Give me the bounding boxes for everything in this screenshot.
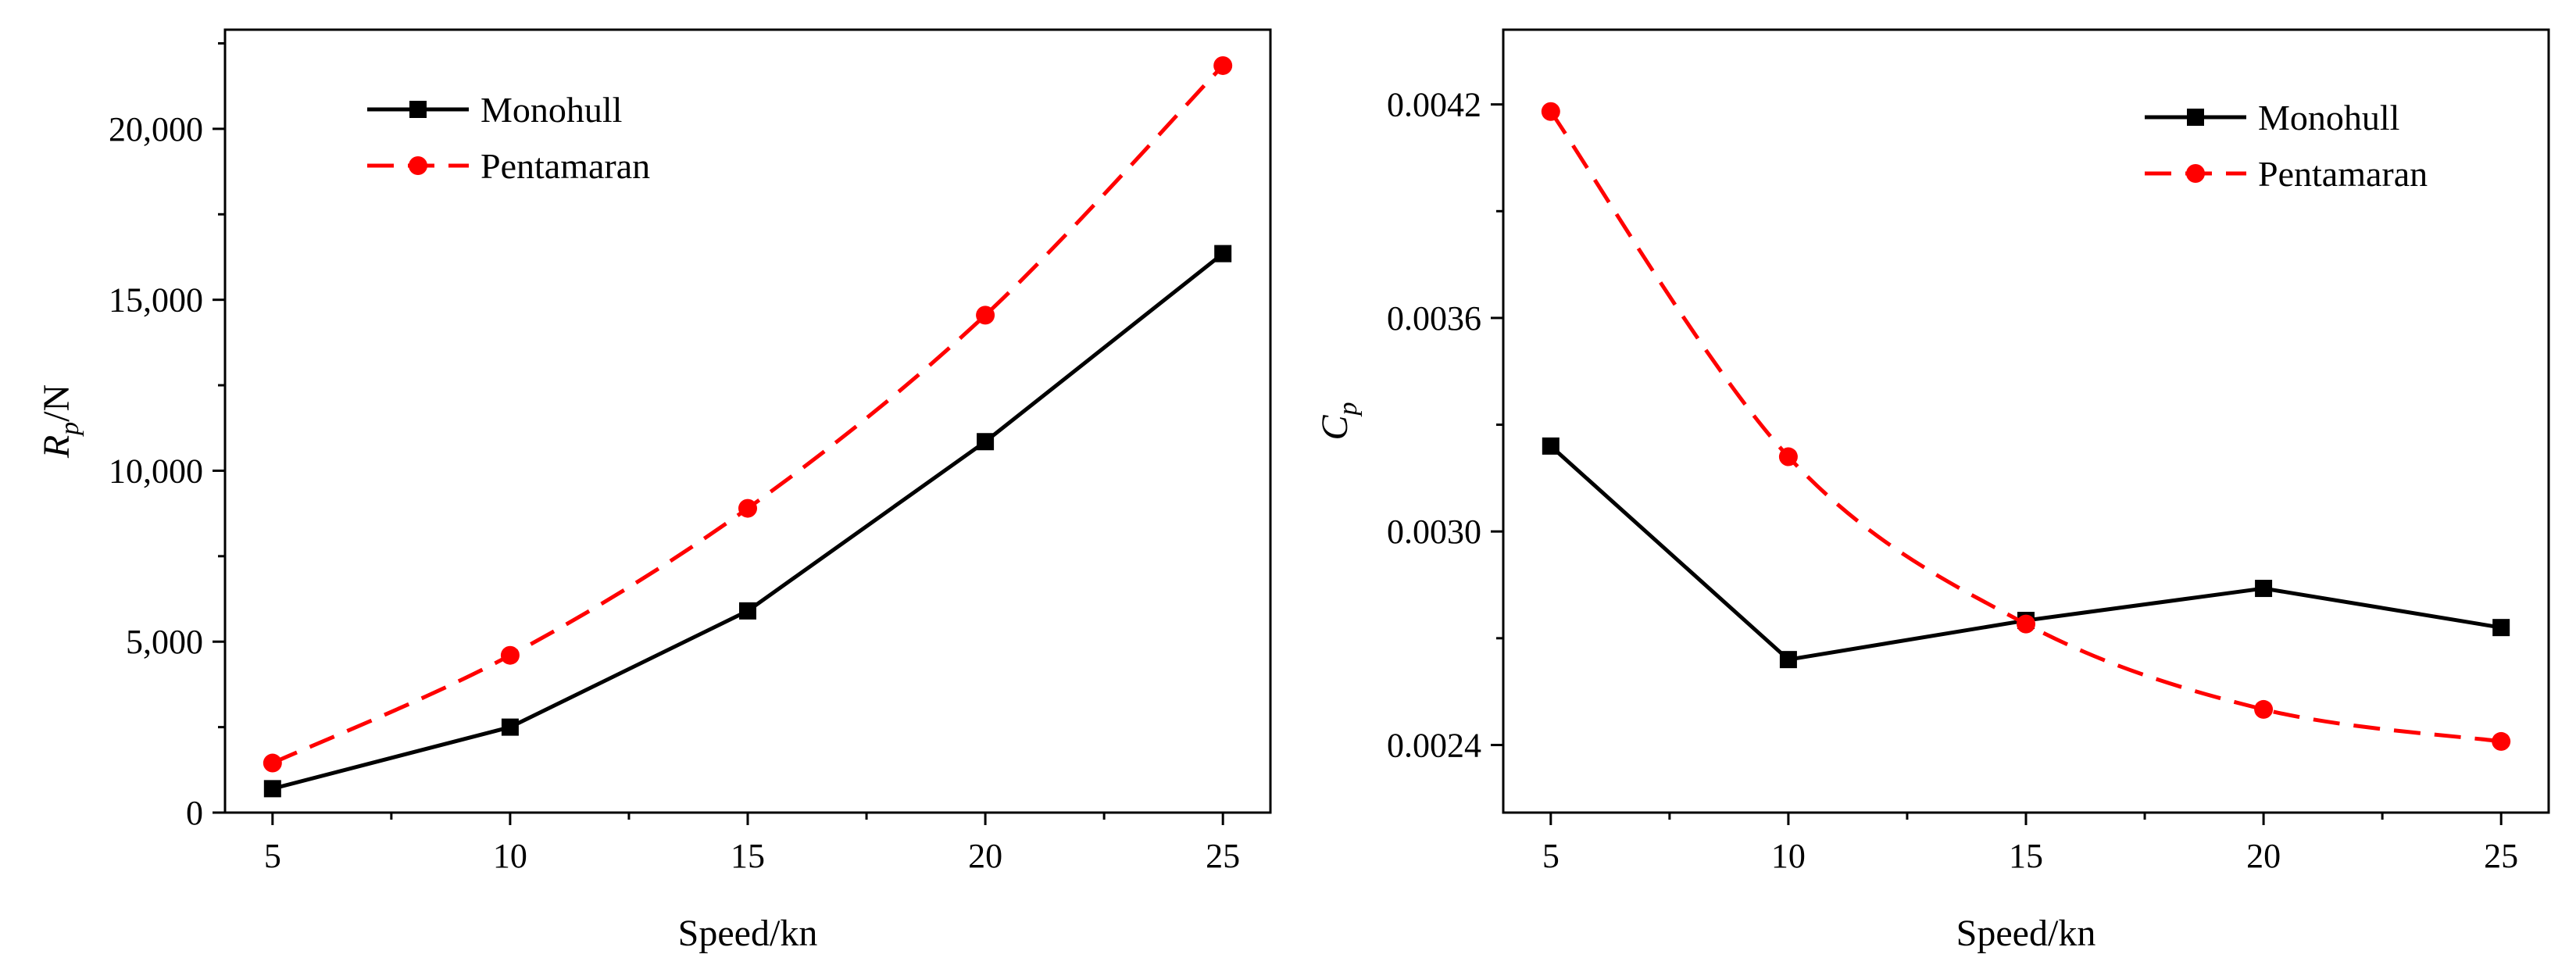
y-tick-label: 0.0024 — [1387, 726, 1481, 764]
x-tick-label: 25 — [2484, 837, 2518, 875]
y-axis-title: Rp/N — [36, 384, 84, 459]
data-point — [2255, 580, 2273, 598]
x-tick-label: 10 — [1771, 837, 1806, 875]
data-point — [1779, 651, 1797, 669]
series-pentamaran — [263, 55, 1233, 773]
data-point — [1778, 447, 1798, 466]
y-tick-label: 0.0042 — [1387, 86, 1481, 124]
legend-marker — [2186, 164, 2205, 183]
y-axis-title: Cp — [1314, 402, 1363, 440]
series-pentamaran — [1541, 102, 2511, 751]
legend-entry: Monohull — [367, 90, 622, 130]
legend-marker — [409, 101, 427, 118]
x-tick-label: 15 — [2009, 837, 2043, 875]
data-point — [1213, 55, 1233, 75]
legend-marker — [409, 156, 427, 175]
legend-entry: Pentamaran — [2145, 154, 2428, 194]
data-point — [263, 780, 281, 798]
legend-entry: Monohull — [2145, 98, 2399, 138]
series-line — [271, 64, 1224, 765]
data-point — [2492, 731, 2511, 751]
x-tick-label: 20 — [968, 837, 1002, 875]
series-line — [272, 252, 1224, 791]
data-point — [976, 306, 995, 325]
data-point — [2254, 699, 2274, 719]
y-tick-label: 5,000 — [126, 623, 203, 661]
y-tick-label: 20,000 — [109, 110, 203, 148]
chart-left-rp: 5 10 15 20 25 0 5,000 10,000 15,000 20,000 Speed/k… — [36, 28, 1272, 954]
legend-label: Monohull — [481, 90, 622, 130]
y-tick-label: 10,000 — [109, 452, 203, 490]
x-axis-title: Speed/kn — [1956, 913, 2096, 954]
data-point — [1542, 437, 1560, 455]
x-tick-label: 10 — [493, 837, 527, 875]
y-axis-title-main: C — [1314, 415, 1356, 441]
series-line — [1549, 110, 2502, 744]
data-point — [738, 499, 757, 518]
plot-frame — [223, 28, 1272, 814]
x-tick-label: 5 — [1542, 837, 1560, 875]
x-tick-label: 5 — [264, 837, 281, 875]
legend-entry: Pentamaran — [367, 146, 650, 186]
data-point — [2492, 619, 2510, 637]
legend-label: Monohull — [2258, 98, 2399, 138]
y-tick-label: 0 — [186, 794, 203, 832]
data-point — [263, 753, 282, 773]
x-tick-label: 15 — [731, 837, 765, 875]
chart-right-cp: 5 10 15 20 25 0.0024 0.0030 0.0036 0.0042 Speed/k… — [1314, 28, 2550, 954]
data-point — [977, 433, 995, 451]
data-point — [501, 718, 519, 736]
y-tick-label: 15,000 — [109, 281, 203, 320]
series-monohull — [1542, 437, 2510, 669]
legend-marker — [2187, 109, 2204, 126]
x-tick-label: 25 — [1206, 837, 1240, 875]
legend-label: Pentamaran — [481, 146, 650, 186]
data-point — [1214, 245, 1232, 263]
data-point — [2017, 614, 2035, 634]
y-axis-title-sub: p — [1334, 402, 1363, 416]
data-point — [1541, 102, 1560, 121]
data-point — [500, 645, 520, 665]
y-axis-title-main: R — [36, 435, 77, 459]
x-tick-label: 20 — [2246, 837, 2281, 875]
y-tick-label: 0.0030 — [1387, 513, 1481, 551]
series-monohull — [263, 245, 1232, 798]
legend-label: Pentamaran — [2258, 154, 2428, 194]
plot-frame — [1502, 28, 2550, 814]
y-tick-label: 0.0036 — [1387, 299, 1481, 338]
data-point — [739, 602, 756, 620]
y-axis-title-sub: p — [55, 422, 84, 437]
y-axis-title-suffix: /N — [36, 384, 77, 422]
x-axis-title: Speed/kn — [678, 913, 818, 954]
